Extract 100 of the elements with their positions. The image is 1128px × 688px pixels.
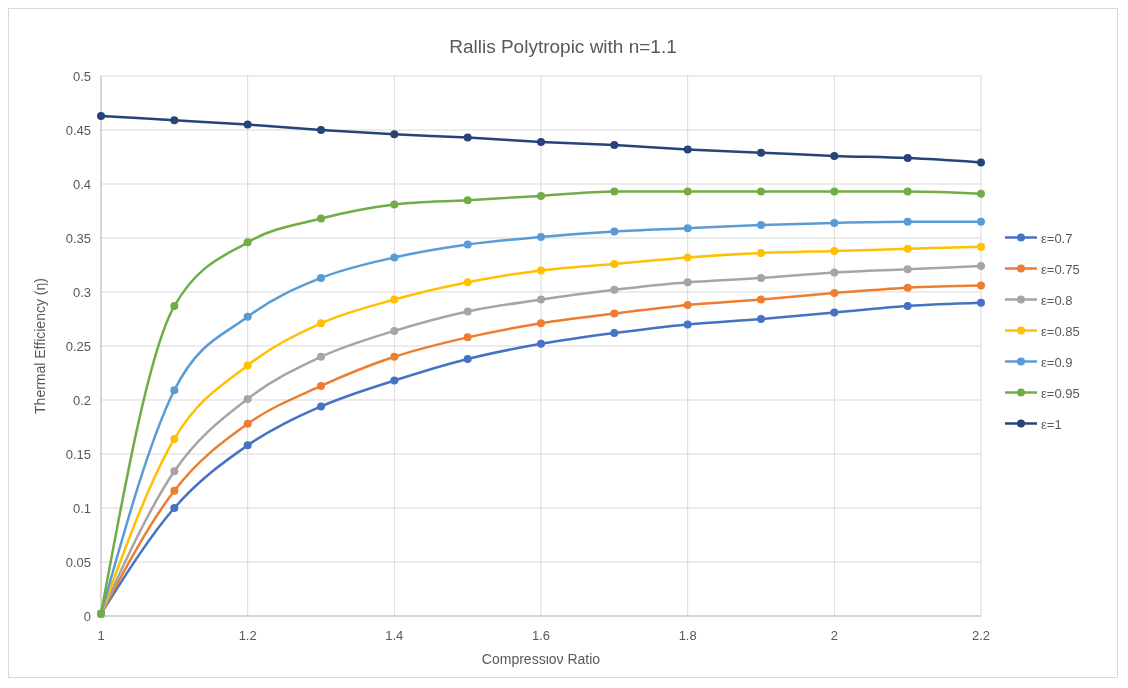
x-tick-label: 1	[97, 628, 105, 643]
point	[243, 120, 252, 129]
point	[977, 298, 985, 307]
point	[977, 158, 985, 167]
point	[610, 141, 619, 150]
point	[537, 339, 545, 348]
point	[610, 259, 619, 268]
point	[757, 187, 765, 196]
point	[463, 354, 472, 363]
point	[463, 333, 472, 342]
point	[537, 319, 545, 328]
point	[830, 268, 839, 277]
legend-label: ε=0.85	[1041, 323, 1080, 339]
point	[537, 191, 545, 200]
point	[463, 240, 472, 249]
legend-label: ε=0.8	[1041, 292, 1073, 308]
point	[97, 111, 105, 120]
point	[390, 326, 399, 335]
point	[830, 151, 839, 160]
point	[977, 281, 985, 290]
legend-label: ε=0.9	[1041, 354, 1073, 370]
point	[537, 232, 545, 241]
y-tick-label: 0	[83, 609, 91, 624]
point	[903, 265, 912, 274]
point	[463, 196, 472, 205]
point	[170, 504, 179, 512]
point	[170, 434, 179, 443]
point	[830, 246, 839, 255]
point	[757, 295, 765, 304]
point	[610, 227, 619, 236]
point	[170, 467, 179, 476]
legend-label: ε=1	[1041, 416, 1062, 432]
point	[317, 214, 325, 223]
point	[757, 249, 765, 258]
point	[903, 302, 912, 311]
point	[390, 200, 399, 209]
point	[170, 386, 179, 395]
point	[317, 126, 325, 134]
point	[830, 308, 839, 317]
point	[317, 319, 325, 328]
point	[390, 352, 399, 361]
point	[683, 145, 692, 154]
point	[243, 312, 252, 321]
point	[757, 273, 765, 282]
point	[757, 148, 765, 157]
point	[243, 394, 252, 403]
point	[170, 302, 179, 311]
point	[610, 285, 619, 294]
point	[830, 218, 839, 227]
y-tick-label: 0.5	[72, 69, 91, 84]
point	[683, 253, 692, 262]
point	[977, 189, 985, 198]
x-tick-label: 1.4	[385, 628, 404, 643]
point	[757, 221, 765, 230]
point	[463, 133, 472, 142]
point	[537, 295, 545, 304]
y-tick-label: 0.45	[65, 123, 91, 138]
point	[243, 238, 252, 247]
chart-title: Rallis Polytropic with n=1.1	[449, 36, 677, 57]
x-tick-label: 2.2	[971, 628, 991, 643]
point	[683, 320, 692, 329]
point	[903, 217, 912, 226]
point	[317, 402, 325, 411]
legend-label: ε=0.95	[1041, 385, 1080, 401]
y-axis-title: Thermal Efficiency (η)	[32, 278, 48, 414]
point	[243, 419, 252, 428]
point	[977, 262, 985, 271]
point	[977, 217, 985, 226]
point	[683, 224, 692, 233]
point	[683, 278, 692, 287]
y-tick-label: 0.2	[72, 393, 91, 408]
point	[903, 283, 912, 292]
point	[903, 154, 912, 163]
point	[390, 295, 399, 304]
point	[757, 315, 765, 323]
point	[170, 486, 179, 495]
point	[903, 187, 912, 196]
x-tick-label: 1.8	[678, 628, 697, 643]
point	[683, 300, 692, 309]
y-tick-label: 0.35	[65, 231, 91, 246]
point	[830, 289, 839, 298]
point	[903, 244, 912, 253]
x-tick-label: 2	[830, 628, 838, 643]
point	[463, 307, 472, 316]
point	[610, 309, 619, 318]
point	[170, 116, 179, 125]
point	[317, 381, 325, 390]
point	[977, 242, 985, 251]
point	[317, 273, 325, 282]
y-tick-label: 0.3	[72, 285, 91, 300]
point	[390, 253, 399, 262]
x-tick-label: 1.6	[531, 628, 551, 643]
point	[537, 137, 545, 146]
point	[243, 361, 252, 370]
point	[610, 187, 619, 196]
legend-label: ε=0.7	[1041, 230, 1073, 246]
legend-label: ε=0.75	[1041, 261, 1080, 277]
y-tick-label: 0.4	[72, 177, 91, 192]
point	[683, 187, 692, 196]
point	[317, 352, 325, 361]
